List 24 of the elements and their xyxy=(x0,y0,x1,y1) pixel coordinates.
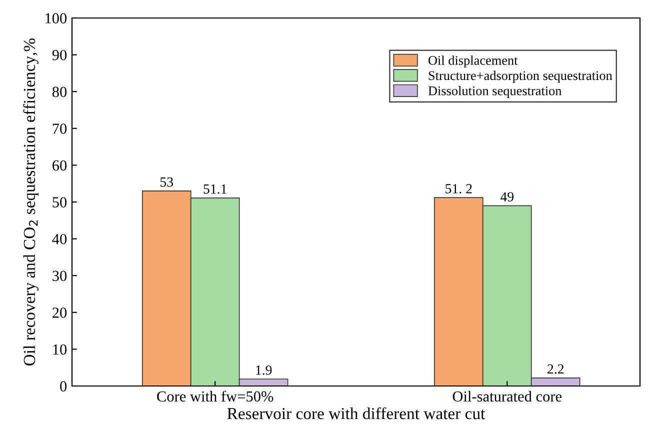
data-label: 51. 2 xyxy=(446,184,472,194)
data-label: 49 xyxy=(500,192,514,202)
legend-label: Structure+adsorption sequestration xyxy=(428,70,612,83)
y-tick-label: 20 xyxy=(52,308,67,318)
data-label: 53 xyxy=(160,177,174,187)
y-tick-label: 60 xyxy=(52,160,67,171)
legend-label: Oil displacement xyxy=(428,56,518,68)
data-label: 1.9 xyxy=(256,365,272,375)
y-tick-label: 40 xyxy=(52,234,67,244)
y-tick-label: 80 xyxy=(52,86,67,98)
y-tick-label: 30 xyxy=(52,270,67,282)
legend-label: Dissolution sequestration xyxy=(428,86,562,98)
y-tick-label: 50 xyxy=(52,197,67,208)
data-label: 51.1 xyxy=(204,184,226,194)
data-label: 2.2 xyxy=(548,364,564,374)
x-tick-label: Core with fw=50% xyxy=(157,390,274,402)
y-tick-label: 10 xyxy=(53,344,67,355)
y-tick-label: 90 xyxy=(52,50,67,60)
x-axis-title: Reservoir core with different water cut xyxy=(227,407,486,420)
y-tick-label: 70 xyxy=(52,124,67,134)
y-tick-label: 0 xyxy=(60,381,67,392)
y-axis-title: Oil recovery and CO$_{2}$ sequestration efficiency,% xyxy=(23,38,38,366)
y-tick-label: 100 xyxy=(46,13,67,24)
x-tick-label: Oil-saturated core xyxy=(452,390,562,402)
